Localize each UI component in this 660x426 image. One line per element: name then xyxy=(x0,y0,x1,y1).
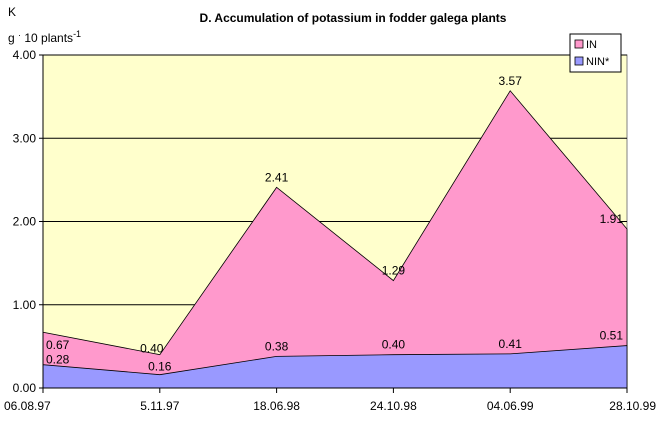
y-axis-label-line2: g · 10 plants-1 xyxy=(8,29,81,45)
legend-swatch-nin xyxy=(574,56,584,66)
data-label: 0.41 xyxy=(499,337,523,351)
y-tick-label: 2.00 xyxy=(13,215,37,229)
chart-title: D. Accumulation of potassium in fodder g… xyxy=(200,11,507,25)
x-tick-label: 18.06.98 xyxy=(253,399,300,413)
data-label: 0.67 xyxy=(46,338,70,352)
x-tick-labels: 06.08.97 5.11.97 18.06.98 24.10.98 04.06.99 2… xyxy=(4,399,656,413)
y-tick-label: 3.00 xyxy=(13,131,37,145)
y-tick-label: 1.00 xyxy=(13,298,37,312)
data-label: 0.28 xyxy=(46,353,70,367)
axes xyxy=(39,54,628,393)
x-tick-label: 5.11.97 xyxy=(140,399,179,413)
legend-label-in: IN xyxy=(586,39,597,51)
data-label: 3.57 xyxy=(499,74,523,88)
data-label: 0.51 xyxy=(600,329,624,343)
data-label: 0.16 xyxy=(148,360,172,374)
y-tick-label: 4.00 xyxy=(13,48,37,62)
legend-label-nin: NIN* xyxy=(586,56,610,68)
legend: IN NIN* xyxy=(569,33,622,73)
data-label: 2.41 xyxy=(265,170,289,184)
x-tick-label: 28.10.99 xyxy=(609,399,656,413)
data-label: 0.40 xyxy=(140,342,164,356)
area-nin xyxy=(42,345,628,389)
x-tick-label: 06.08.97 xyxy=(4,399,51,413)
data-label: 0.38 xyxy=(265,339,289,353)
y-axis-label-line1: K xyxy=(8,5,16,19)
data-labels: 0.67 0.40 2.41 1.29 3.57 1.91 0.28 0.16 0.38 0.40… xyxy=(46,74,623,374)
y-tick-label: 0.00 xyxy=(13,381,37,395)
legend-swatch-in xyxy=(574,39,584,49)
x-tick-label: 24.10.98 xyxy=(370,399,417,413)
data-label: 0.40 xyxy=(382,338,406,352)
data-label: 1.29 xyxy=(382,264,406,278)
y-tick-labels: 0.00 1.00 2.00 3.00 4.00 xyxy=(13,48,37,395)
area-in xyxy=(42,90,628,389)
area-series xyxy=(42,90,628,389)
data-label: 1.91 xyxy=(600,212,624,226)
x-tick-label: 04.06.99 xyxy=(487,399,534,413)
